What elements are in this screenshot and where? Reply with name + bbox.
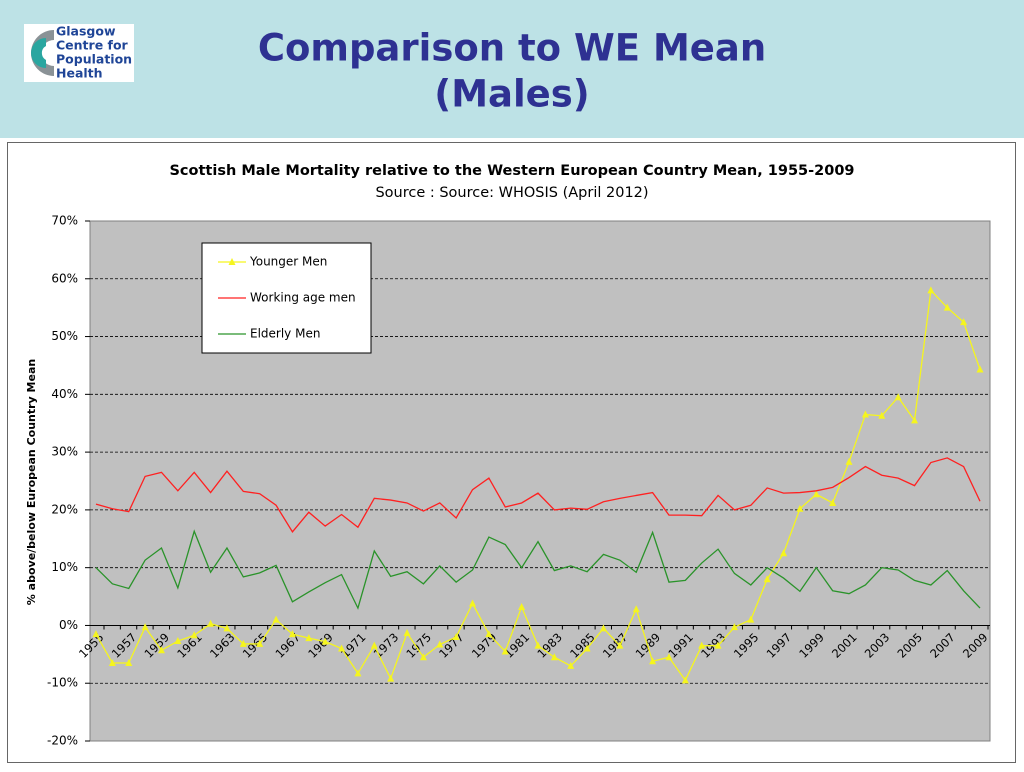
series-line [95,529,981,610]
point-marker [714,641,722,649]
point-marker [370,641,378,649]
point-marker [338,644,346,652]
point-marker [223,624,231,632]
point-marker [698,641,706,649]
point-marker [485,630,493,638]
point-marker [960,318,968,326]
point-marker [403,628,411,636]
y-axis-label: % above/below European Country Mean [25,359,38,605]
point-marker [387,674,395,682]
y-tick-label: 30% [51,445,78,459]
point-marker [207,619,215,627]
point-marker [436,640,444,648]
slide-title: Comparison to WE Mean [258,27,766,70]
logo-text: Population [56,52,132,67]
legend-marker [228,258,236,265]
point-marker [927,286,935,294]
point-marker [256,639,264,647]
point-marker [518,602,526,610]
point-marker [272,615,280,623]
series-line [95,457,981,533]
y-tick-label: -20% [47,734,78,748]
legend-label: Working age men [250,291,356,305]
point-marker [288,630,296,638]
point-marker [354,669,362,677]
point-marker [616,641,624,649]
point-marker [583,644,591,652]
point-marker [534,641,542,649]
legend-label: Younger Men [249,255,327,269]
point-marker [632,605,640,613]
point-marker [943,303,951,311]
point-marker [894,393,902,401]
point-marker [649,657,657,665]
y-tick-label: 40% [51,387,78,401]
logo-text: Centre for [56,38,129,53]
point-marker [321,637,329,645]
point-marker [550,653,558,661]
point-marker [452,633,460,640]
point-marker [780,549,788,557]
y-tick-label: 50% [51,329,78,343]
point-marker [976,365,984,373]
point-marker [157,646,165,654]
point-marker [911,416,919,424]
point-marker [469,599,477,607]
point-marker [419,653,427,661]
point-marker [141,623,149,631]
point-marker [125,659,133,666]
logo-text: Health [56,66,103,81]
y-tick-label: 70% [51,214,78,228]
point-marker [599,624,607,632]
point-marker [190,631,198,639]
point-marker [796,504,804,512]
point-marker [665,653,673,661]
slide-title: (Males) [434,73,589,116]
point-marker [845,457,853,465]
y-tick-label: -10% [47,676,78,690]
header-band [0,0,1024,138]
y-tick-label: 10% [51,560,78,574]
chart-subtitle: Source : Source: WHOSIS (April 2012) [375,185,648,201]
point-marker [305,634,313,642]
logo-mark-inner [31,38,46,68]
point-marker [829,498,837,506]
point-marker [108,659,116,666]
chart-title: Scottish Male Mortality relative to the … [169,163,854,179]
point-marker [501,647,509,655]
point-marker [861,410,869,418]
point-marker [747,615,755,623]
point-marker [730,623,738,631]
point-marker [681,676,689,684]
point-marker [92,630,100,638]
y-tick-label: 20% [51,502,78,516]
point-marker [812,490,820,498]
point-marker [239,639,247,647]
legend-label: Elderly Men [250,327,320,341]
y-tick-label: 0% [59,618,78,632]
point-marker [763,575,771,583]
y-tick-label: 60% [51,271,78,285]
point-marker [174,637,182,645]
point-marker [567,661,575,669]
logo-text: Glasgow [56,24,116,39]
point-marker [878,411,886,419]
